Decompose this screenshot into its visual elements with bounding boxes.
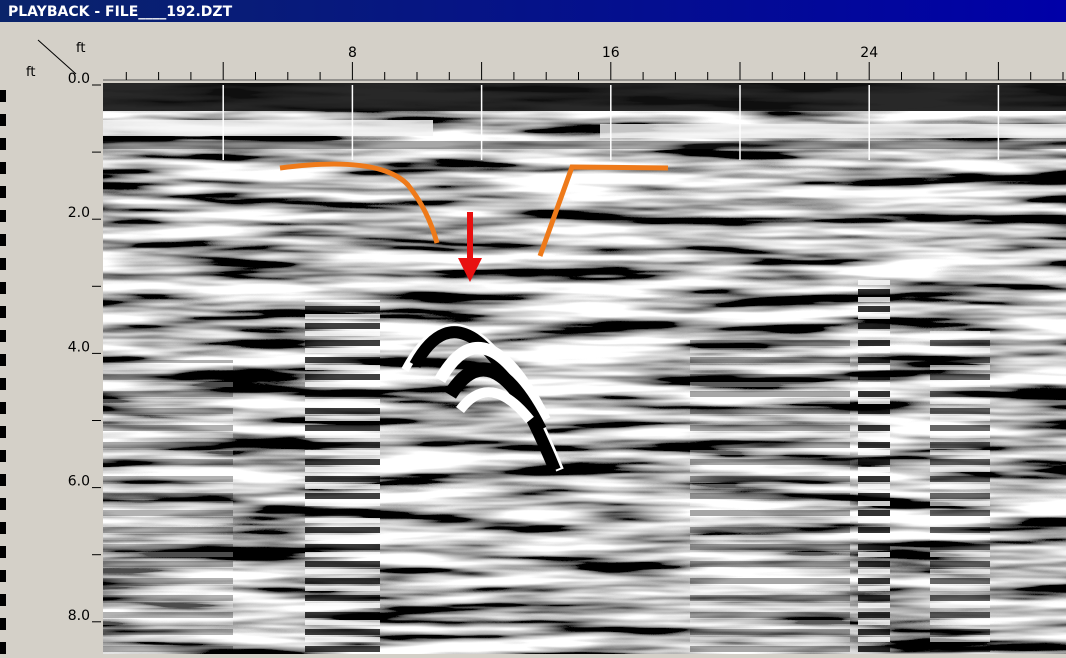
x-tick-label: 16 [602,45,620,61]
edge-mark [0,450,6,462]
edge-mark [0,498,6,510]
streak [305,300,380,654]
edge-mark [0,522,6,534]
y-tick-label: 6.0 [68,474,90,490]
streak [690,340,850,654]
edge-mark [0,186,6,198]
x-unit: ft [76,41,85,56]
surface-band [103,83,1066,111]
streak [858,280,890,654]
edge-mark [0,138,6,150]
edge-mark [0,306,6,318]
edge-mark [0,546,6,558]
window-title: PLAYBACK - FILE____192.DZT [8,4,233,20]
streak [930,330,990,654]
edge-mark [0,570,6,582]
edge-mark [0,474,6,486]
streak [103,360,233,654]
edge-mark [0,354,6,366]
x-tick-label: 8 [348,45,357,61]
edge-mark [0,402,6,414]
edge-mark [0,114,6,126]
edge-mark [0,90,6,102]
page: {"window": {"title": "PLAYBACK - FILE___… [0,0,1066,654]
edge-mark [0,594,6,606]
edge-mark [0,330,6,342]
y-tick-label: 0.0 [68,71,90,87]
reflector-band [600,124,1066,138]
playback-window: PLAYBACK - FILE____192.DZT ft ft 8 16 24 0.… [0,0,1066,654]
edge-mark [0,282,6,294]
y-tick-label: 8.0 [68,608,90,624]
y-tick-label: 2.0 [68,205,90,221]
edge-mark [0,642,6,654]
edge-mark [0,258,6,270]
edge-mark [0,378,6,390]
reflector-band [103,120,433,136]
y-unit: ft [26,65,35,80]
y-tick-label: 4.0 [68,339,90,355]
edge-mark [0,426,6,438]
edge-mark [0,210,6,222]
reflector-band [103,141,1066,149]
edge-mark [0,162,6,174]
edge-mark [0,618,6,630]
x-tick-label: 24 [860,45,878,61]
edge-mark [0,234,6,246]
